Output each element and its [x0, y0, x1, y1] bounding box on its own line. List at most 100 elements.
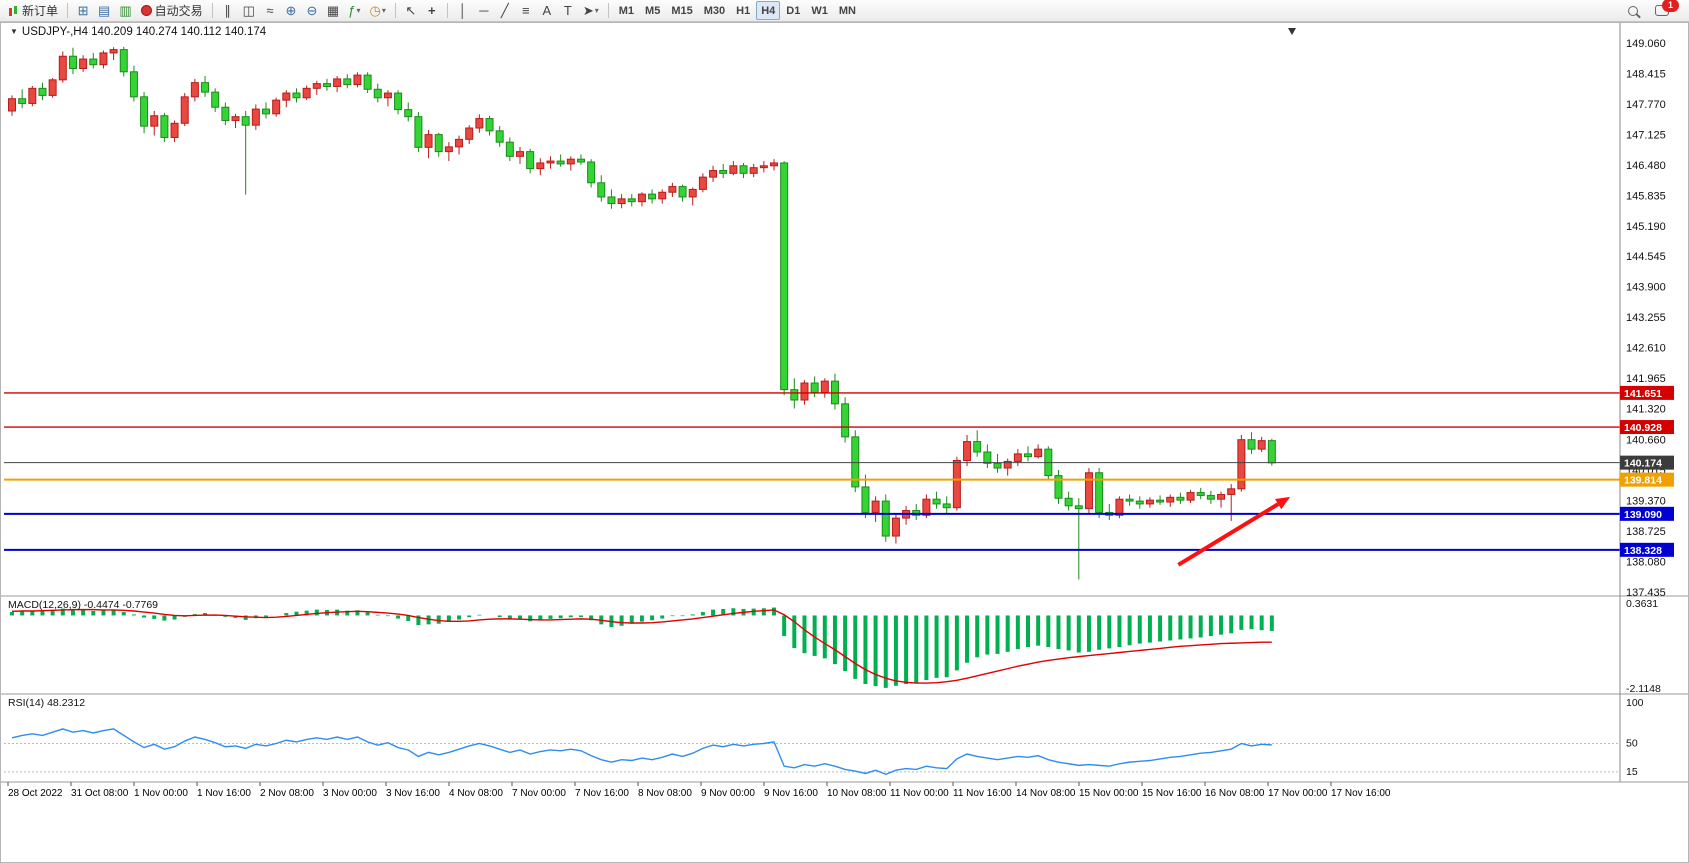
price-axis-label: 144.545 [1626, 251, 1666, 263]
notification-badge: 1 [1662, 0, 1679, 12]
toolbar-separator [607, 3, 609, 18]
candle [861, 474, 870, 519]
candle [973, 430, 982, 457]
price-tag [1620, 506, 1674, 521]
timeframe-mn-button[interactable]: MN [834, 1, 861, 20]
new-order-button[interactable]: 新订单 [4, 1, 62, 20]
price-axis-label: 137.435 [1626, 587, 1666, 599]
candle [1024, 446, 1032, 462]
candle [1196, 487, 1205, 500]
candle [1084, 468, 1093, 514]
notifications-button[interactable]: 1 [1651, 0, 1679, 20]
time-axis-label: 28 Oct 2022 [8, 788, 63, 799]
candle [129, 65, 138, 102]
time-axis-label: 17 Nov 00:00 [1268, 788, 1328, 799]
chart-plot-area[interactable] [0, 22, 1689, 863]
label-tool-button[interactable]: T [558, 1, 578, 20]
zoom-out-button[interactable]: ⊖ [302, 1, 322, 20]
auto-trading-button[interactable]: 自动交易 [137, 1, 207, 20]
horizontal-line-button[interactable]: ─ [474, 1, 494, 20]
candle [211, 88, 220, 112]
candle [170, 120, 179, 143]
candle [89, 52, 98, 69]
timeframe-h1-button[interactable]: H1 [731, 1, 755, 20]
crosshair-button[interactable]: + [422, 1, 442, 20]
candle [28, 85, 37, 107]
search-icon [1628, 5, 1638, 16]
cursor-button[interactable]: ↖ [401, 1, 421, 20]
price-tag-label: 139.090 [1624, 509, 1662, 521]
timeframe-m1-button[interactable]: M1 [614, 1, 639, 20]
candle [1034, 444, 1043, 459]
arrows-tool-button[interactable]: ➤ ▾ [579, 1, 603, 20]
macd-signal-line [11, 608, 1272, 684]
data-window-button[interactable]: ▥ [115, 1, 135, 20]
candle [1267, 438, 1276, 466]
candle [373, 83, 382, 103]
candlestick-chart-button[interactable]: ◫ [239, 1, 259, 20]
chart-shift-marker-icon[interactable] [1288, 28, 1296, 35]
periods-button[interactable]: ◷ ▾ [365, 1, 389, 20]
rsi-axis-label: 50 [1626, 738, 1638, 750]
candle [282, 90, 291, 108]
candle [1013, 449, 1022, 467]
candle [1237, 434, 1246, 492]
candlestick-chart-icon: ◫ [242, 3, 255, 18]
price-axis-label: 149.060 [1626, 38, 1666, 50]
candle [505, 137, 514, 162]
candle [1166, 494, 1175, 507]
timeframe-w1-button[interactable]: W1 [806, 1, 833, 20]
zoom-in-icon: ⊕ [285, 3, 297, 18]
price-axis-label: 138.080 [1626, 557, 1666, 569]
candle [678, 184, 687, 202]
indicators-button[interactable]: ƒ ▾ [344, 1, 364, 20]
tile-windows-icon: ▦ [326, 3, 340, 18]
price-axis-label: 143.900 [1626, 282, 1666, 294]
candle [363, 72, 372, 94]
fibonacci-button[interactable]: ≡ [516, 1, 536, 20]
candle [343, 74, 352, 89]
macd-axis-label: 0.3631 [1626, 598, 1658, 610]
vertical-line-button[interactable]: │ [453, 1, 473, 20]
candle [648, 189, 657, 204]
new-chart-button[interactable]: ⊞ [73, 1, 93, 20]
trend-arrow[interactable] [1177, 502, 1280, 567]
timeframe-m15-button[interactable]: M15 [666, 1, 697, 20]
price-tag-label: 140.928 [1624, 422, 1662, 434]
new-chart-icon: ⊞ [77, 3, 89, 18]
time-axis-label: 31 Oct 08:00 [71, 788, 129, 799]
candle [48, 77, 57, 98]
zoom-out-icon: ⊖ [306, 3, 318, 18]
candle [190, 78, 199, 102]
time-axis-label: 11 Nov 00:00 [890, 788, 949, 799]
rsi-line [11, 728, 1272, 776]
bar-chart-button[interactable]: ∥ [218, 1, 238, 20]
profiles-button[interactable]: ▤ [94, 1, 114, 20]
trendline-button[interactable]: ╱ [495, 1, 515, 20]
search-button[interactable] [1623, 1, 1643, 20]
toolbar-separator [211, 3, 213, 18]
text-tool-button[interactable]: A [537, 1, 557, 20]
chart-window[interactable]: 149.060 148.415 147.770 147.125 146.480 145.8… [0, 22, 1689, 863]
trend-arrow-head[interactable] [1275, 496, 1291, 510]
time-axis-label: 3 Nov 16:00 [386, 788, 440, 799]
line-chart-button[interactable]: ≈ [260, 1, 280, 20]
candle [983, 444, 992, 469]
candle [719, 163, 728, 179]
timeframe-h4-button[interactable]: H4 [756, 1, 781, 20]
new-order-icon [8, 4, 19, 17]
auto-trading-label: 自动交易 [154, 4, 203, 18]
candle [597, 175, 606, 202]
time-axis-label: 2 Nov 08:00 [260, 788, 314, 799]
timeframe-d1-button[interactable]: D1 [781, 1, 805, 20]
candle [221, 102, 230, 126]
price-tag-label: 141.651 [1624, 388, 1662, 400]
price-axis-label: 148.415 [1626, 68, 1666, 80]
bar-chart-icon: ∥ [224, 3, 231, 18]
zoom-in-button[interactable]: ⊕ [281, 1, 301, 20]
candle [780, 161, 789, 396]
timeframe-m30-button[interactable]: M30 [699, 1, 730, 20]
timeframe-m5-button[interactable]: M5 [640, 1, 665, 20]
line-chart-icon: ≈ [266, 3, 274, 18]
tile-windows-button[interactable]: ▦ [323, 1, 343, 20]
